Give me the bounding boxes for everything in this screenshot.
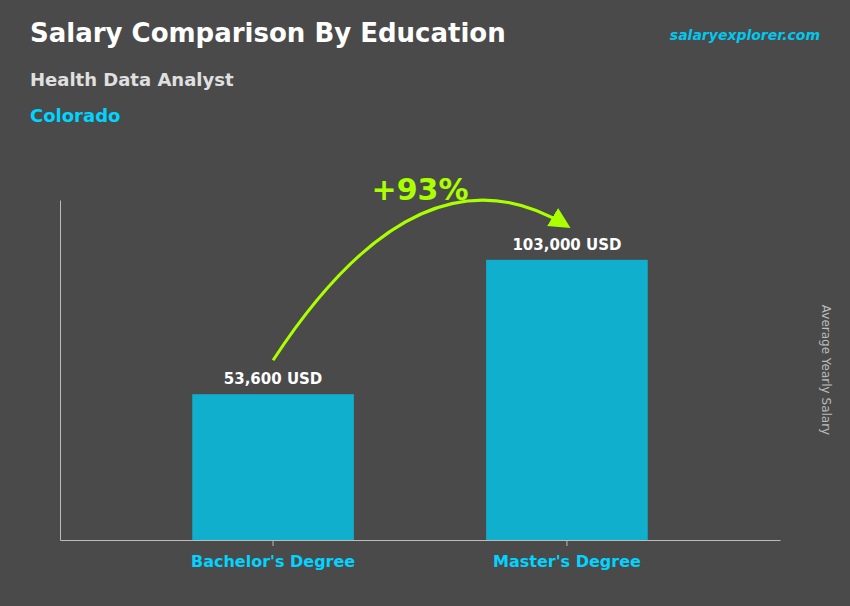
- background: [0, 0, 850, 606]
- x-axis: Bachelor's Degree Master's Degree: [61, 540, 781, 571]
- x-tick: Master's Degree: [493, 540, 641, 571]
- bars: [192, 260, 648, 540]
- y-axis: [60, 201, 61, 541]
- pct-change: +93%: [372, 172, 469, 207]
- change-arrow: [273, 200, 567, 360]
- x-tick-mark: [273, 540, 274, 546]
- x-tick-label: Bachelor's Degree: [191, 552, 355, 571]
- y-label: Average Yearly Salary: [819, 305, 833, 435]
- plot: Bachelor's Degree Master's Degree 53,600 U…: [61, 172, 781, 570]
- data-label: 103,000 USD: [512, 236, 621, 254]
- x-axis-line: [61, 540, 781, 541]
- data-label: 53,600 USD: [224, 370, 323, 388]
- chart-svg: Salary Comparison By Education Health Dat…: [0, 0, 850, 606]
- bar: [486, 260, 648, 540]
- chart-container: Salary Comparison By Education Health Dat…: [0, 0, 850, 606]
- subtitle: Health Data Analyst: [30, 69, 234, 90]
- site-name: salaryexplorer.com: [670, 27, 820, 43]
- x-tick: Bachelor's Degree: [191, 540, 355, 571]
- x-tick-label: Master's Degree: [493, 552, 641, 571]
- y-axis-line: [60, 201, 61, 541]
- location: Colorado: [30, 105, 120, 126]
- bar: [192, 394, 354, 540]
- title: Salary Comparison By Education: [30, 18, 506, 48]
- x-tick-mark: [566, 540, 567, 546]
